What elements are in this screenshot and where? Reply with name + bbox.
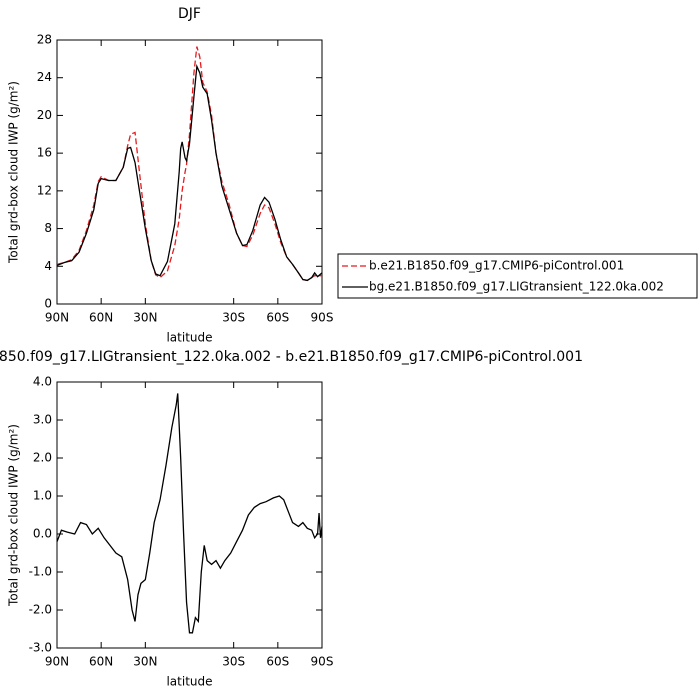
x-tick-label: 30S bbox=[222, 311, 245, 325]
y-tick-label: 0.0 bbox=[33, 527, 52, 541]
legend-label: bg.e21.B1850.f09_g17.LIGtransient_122.0k… bbox=[369, 280, 664, 294]
x-tick-label: 60N bbox=[89, 311, 113, 325]
x-tick-label: 30S bbox=[222, 655, 245, 669]
y-tick-label: 4 bbox=[44, 259, 52, 273]
x-tick-label: 30N bbox=[133, 655, 157, 669]
y-tick-label: 16 bbox=[37, 146, 52, 160]
y-axis-label: Total grd-box cloud IWP (g/m²) bbox=[7, 81, 21, 264]
y-tick-label: 1.0 bbox=[33, 489, 52, 503]
y-tick-label: -1.0 bbox=[29, 565, 52, 579]
x-axis-label: latitude bbox=[166, 331, 212, 345]
x-tick-label: 60S bbox=[266, 655, 289, 669]
x-tick-label: 90S bbox=[311, 655, 334, 669]
x-tick-label: 90N bbox=[45, 311, 69, 325]
chart-title: DJF bbox=[178, 6, 201, 22]
chart-title: bg.e21.B1850.f09_g17.LIGtransient_122.0k… bbox=[0, 349, 583, 365]
y-tick-label: 28 bbox=[37, 33, 52, 47]
y-tick-label: 20 bbox=[37, 108, 52, 122]
x-tick-label: 30N bbox=[133, 311, 157, 325]
y-tick-label: 2.0 bbox=[33, 451, 52, 465]
y-tick-label: 3.0 bbox=[33, 413, 52, 427]
y-tick-label: 4.0 bbox=[33, 375, 52, 389]
y-tick-label: -3.0 bbox=[29, 641, 52, 655]
y-tick-label: 0 bbox=[44, 297, 52, 311]
x-axis-label: latitude bbox=[166, 675, 212, 689]
x-tick-label: 60S bbox=[266, 311, 289, 325]
x-tick-label: 90S bbox=[311, 311, 334, 325]
data-line bbox=[56, 63, 323, 282]
x-tick-label: 60N bbox=[89, 655, 113, 669]
y-tick-label: 8 bbox=[44, 221, 52, 235]
plot-frame bbox=[56, 39, 323, 305]
x-tick-label: 90N bbox=[45, 655, 69, 669]
legend-box bbox=[337, 253, 698, 299]
y-tick-label: 12 bbox=[37, 183, 52, 197]
y-tick-label: 24 bbox=[37, 70, 52, 84]
y-axis-label: Total grd-box cloud IWP (g/m²) bbox=[7, 424, 21, 607]
legend-label: b.e21.B1850.f09_g17.CMIP6-piControl.001 bbox=[369, 259, 624, 273]
data-line bbox=[56, 393, 323, 634]
plot-frame bbox=[56, 381, 323, 649]
y-tick-label: -2.0 bbox=[29, 603, 52, 617]
